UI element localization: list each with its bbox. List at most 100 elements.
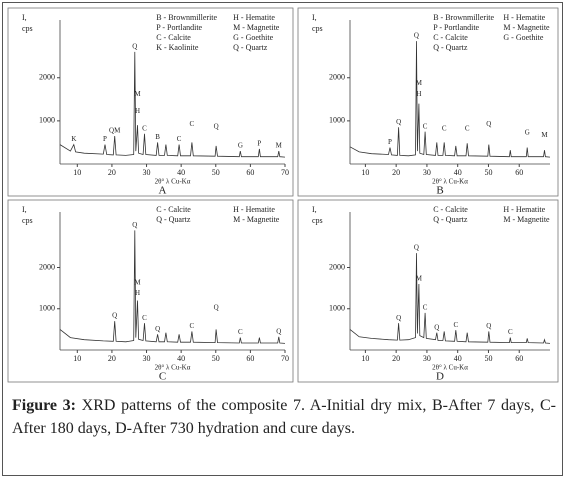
x-tick-label: 60 bbox=[246, 168, 254, 177]
peak-label: M bbox=[276, 142, 283, 150]
legend-entry: M - Magnetite bbox=[503, 23, 550, 32]
peak-label: Q bbox=[486, 322, 491, 330]
y-tick-label: 1000 bbox=[39, 304, 55, 313]
legend-entry: C - Calcite bbox=[433, 205, 468, 214]
legend-entry: H - Hematite bbox=[233, 13, 275, 22]
peak-label: Q bbox=[414, 244, 419, 252]
peak-label: Q bbox=[214, 122, 219, 130]
panel-label: D bbox=[436, 371, 444, 383]
peak-label: Q bbox=[276, 327, 281, 335]
legend-entry: H - Hematite bbox=[503, 205, 545, 214]
peak-label: M bbox=[416, 275, 423, 283]
peak-label: C bbox=[142, 124, 147, 132]
peak-label: C bbox=[454, 321, 459, 329]
legend-entry: M - Magnetite bbox=[233, 23, 280, 32]
caption-label: Figure 3: bbox=[12, 397, 77, 414]
peak-label: Q bbox=[414, 32, 419, 40]
panel-label: A bbox=[159, 185, 167, 197]
peak-label: K bbox=[71, 135, 76, 143]
y-tick-label: 2000 bbox=[329, 73, 345, 82]
y-tick-label: 2000 bbox=[39, 73, 55, 82]
y-axis-label: I, bbox=[312, 205, 317, 214]
panel-label: B bbox=[436, 185, 443, 197]
x-tick-label: 30 bbox=[143, 354, 151, 363]
peak-label: B bbox=[155, 133, 160, 141]
legend-entry: P - Portlandite bbox=[156, 23, 202, 32]
x-tick-label: 10 bbox=[73, 168, 81, 177]
peak-label: Q bbox=[396, 314, 401, 322]
peak-label: Q bbox=[155, 325, 160, 333]
x-tick-label: 50 bbox=[484, 168, 492, 177]
legend-entry: Q - Quartz bbox=[233, 43, 268, 52]
y-tick-label: 1000 bbox=[329, 116, 345, 125]
x-tick-label: 70 bbox=[281, 168, 289, 177]
y-axis-label: cps bbox=[312, 24, 323, 33]
peak-label: Q bbox=[434, 323, 439, 331]
charts: I, cps 1000 2000 10 20 30 40 50 60 70 2θ° λ Cu-Kα A B… bbox=[7, 7, 559, 383]
legend-entry: G - Goethite bbox=[233, 33, 273, 42]
x-tick-label: 20 bbox=[108, 354, 116, 363]
x-tick-label: 10 bbox=[361, 354, 369, 363]
peak-label: Q bbox=[132, 221, 137, 229]
legend-entry: Q - Quartz bbox=[433, 43, 468, 52]
x-tick-label: 20 bbox=[392, 168, 400, 177]
y-axis-label: cps bbox=[22, 24, 33, 33]
peak-label: C bbox=[442, 124, 447, 132]
peak-label: M bbox=[416, 79, 423, 87]
peak-label: QM bbox=[109, 127, 121, 135]
peak-label: Q bbox=[486, 120, 491, 128]
legend-entry: B - Brownmillerite bbox=[156, 13, 217, 22]
x-tick-label: 60 bbox=[515, 168, 523, 177]
y-tick-label: 1000 bbox=[329, 304, 345, 313]
y-tick-label: 2000 bbox=[329, 262, 345, 271]
x-tick-label: 30 bbox=[143, 168, 151, 177]
peak-label: C bbox=[423, 122, 428, 130]
x-tick-label: 10 bbox=[73, 354, 81, 363]
peak-label: C bbox=[465, 124, 470, 132]
legend-entry: P - Portlandite bbox=[433, 23, 479, 32]
y-axis-label: cps bbox=[22, 216, 33, 225]
legend-entry: H - Hematite bbox=[233, 205, 275, 214]
x-tick-label: 20 bbox=[392, 354, 400, 363]
y-tick-label: 2000 bbox=[39, 262, 55, 271]
y-axis-label: I, bbox=[22, 13, 27, 22]
legend-entry: Q - Quartz bbox=[156, 215, 191, 224]
peak-label: M bbox=[541, 131, 548, 139]
x-tick-label: 40 bbox=[177, 168, 185, 177]
y-tick-label: 1000 bbox=[39, 116, 55, 125]
peak-label: P bbox=[103, 135, 107, 143]
x-axis-label: 2θ° λ Cu-Kα bbox=[432, 178, 468, 186]
panel-border bbox=[7, 199, 294, 383]
panel-border bbox=[7, 7, 294, 197]
peak-label: Q bbox=[396, 118, 401, 126]
xrd-pattern bbox=[349, 253, 551, 344]
peak-label: C bbox=[177, 135, 182, 143]
x-tick-label: 40 bbox=[177, 354, 185, 363]
peak-label: Q bbox=[132, 42, 137, 50]
xrd-pattern bbox=[349, 41, 551, 158]
legend-entry: C - Calcite bbox=[156, 33, 191, 42]
peak-label: Q bbox=[214, 303, 219, 311]
x-tick-label: 30 bbox=[423, 168, 431, 177]
x-tick-label: 60 bbox=[246, 354, 254, 363]
peak-label: C bbox=[190, 322, 195, 330]
x-tick-label: 50 bbox=[484, 354, 492, 363]
figure-frame bbox=[2, 2, 563, 476]
legend-entry: M - Magnetite bbox=[233, 215, 280, 224]
x-tick-label: 40 bbox=[454, 168, 462, 177]
peak-label: M bbox=[134, 279, 141, 287]
peak-label: C bbox=[508, 328, 513, 336]
peak-label: H bbox=[416, 90, 421, 98]
x-tick-label: 50 bbox=[212, 168, 220, 177]
x-tick-label: 10 bbox=[361, 168, 369, 177]
x-tick-label: 40 bbox=[454, 354, 462, 363]
legend-entry: C - Calcite bbox=[156, 205, 191, 214]
peak-label: Q bbox=[112, 312, 117, 320]
caption-text: XRD patterns of the composite 7. A-Initi… bbox=[12, 397, 557, 437]
legend-entry: Q - Quartz bbox=[433, 215, 468, 224]
x-axis-label: 2θ° λ Cu-Kα bbox=[432, 364, 468, 372]
xrd-pattern bbox=[59, 230, 286, 344]
x-tick-label: 30 bbox=[423, 354, 431, 363]
peak-label: P bbox=[388, 138, 392, 146]
